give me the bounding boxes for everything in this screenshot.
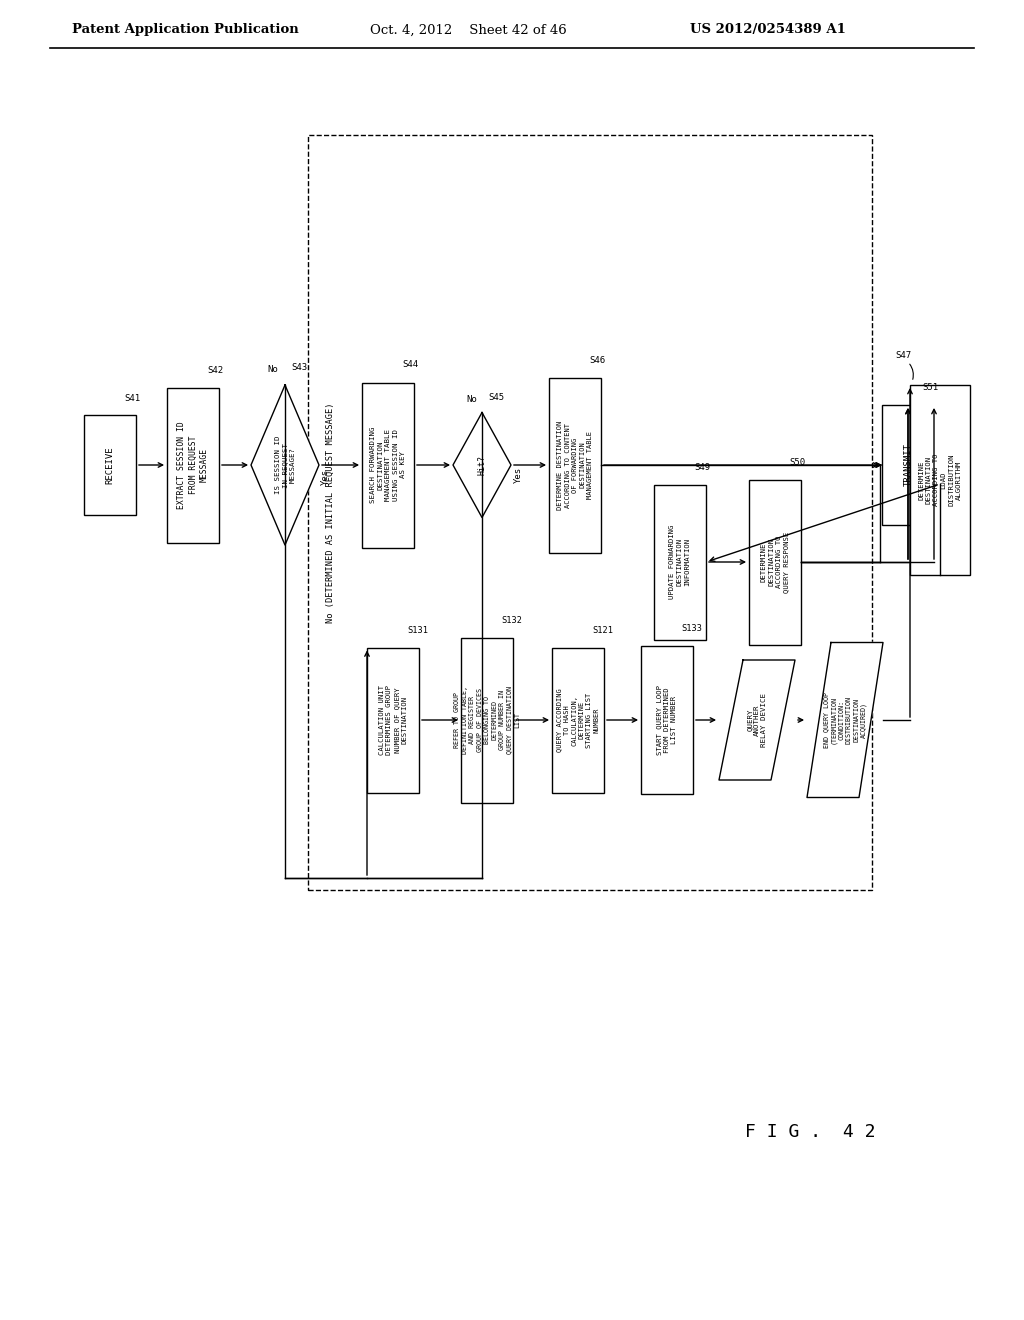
Polygon shape [719, 660, 795, 780]
Text: Oct. 4, 2012    Sheet 42 of 46: Oct. 4, 2012 Sheet 42 of 46 [370, 24, 566, 37]
Text: Yes: Yes [321, 469, 330, 484]
Text: RECEIVE: RECEIVE [105, 446, 115, 484]
Text: DETERMINE
DESTINATION
ACCORDING TO
LOAD
DISTRIBUTION
ALGORITHM: DETERMINE DESTINATION ACCORDING TO LOAD … [919, 454, 962, 507]
Bar [749, 479, 801, 644]
Text: END QUERY LOOP
(TERMINATION
CONDITION:
DISTRIBUTION
DESTINATION
ACQUIRED): END QUERY LOOP (TERMINATION CONDITION: D… [822, 692, 867, 748]
Text: F I G .  4 2: F I G . 4 2 [744, 1123, 876, 1140]
Text: S132: S132 [501, 616, 522, 624]
Bar [882, 405, 934, 525]
Text: S47: S47 [895, 351, 911, 360]
Text: REFER TO GROUP
DEFINITION TABLE,
AND REGISTER
GROUP OF DEVICES
BELONGING TO
DETE: REFER TO GROUP DEFINITION TABLE, AND REG… [454, 686, 520, 754]
Text: S49: S49 [694, 463, 710, 473]
Text: QUERY ACCORDING
TO HASH
CALCULATION,
DETERMINE
STARTING LIST
NUMBER: QUERY ACCORDING TO HASH CALCULATION, DET… [556, 688, 600, 752]
Text: US 2012/0254389 A1: US 2012/0254389 A1 [690, 24, 846, 37]
Text: DETERMINE
DESTINATION
ACCORDING TO
QUERY RESPONSE: DETERMINE DESTINATION ACCORDING TO QUERY… [761, 532, 790, 593]
Text: START QUERY LOOP
FROM DETERMINED
LIST NUMBER: START QUERY LOOP FROM DETERMINED LIST NU… [656, 685, 678, 755]
Text: S131: S131 [407, 626, 428, 635]
Bar [461, 638, 513, 803]
Text: S50: S50 [790, 458, 805, 467]
Bar [362, 383, 414, 548]
Bar [641, 645, 693, 795]
Bar [308, 135, 872, 890]
Text: Hit?: Hit? [477, 455, 486, 475]
Text: UPDATE FORWARDING
DESTINATION
INFORMATION: UPDATE FORWARDING DESTINATION INFORMATIO… [670, 525, 690, 599]
Text: TRANSMIT: TRANSMIT [903, 444, 912, 487]
Text: S43: S43 [291, 363, 307, 372]
Polygon shape [251, 385, 319, 545]
Text: S46: S46 [589, 356, 605, 366]
Text: S45: S45 [488, 393, 504, 403]
Text: S133: S133 [681, 624, 702, 634]
Bar [552, 648, 604, 792]
Bar [549, 378, 601, 553]
Bar [367, 648, 419, 792]
Text: Patent Application Publication: Patent Application Publication [72, 24, 299, 37]
Text: S41: S41 [124, 393, 140, 403]
Text: S42: S42 [207, 366, 223, 375]
Bar [167, 388, 219, 543]
Text: CALCULATION UNIT
DETERMINES GROUP
NUMBER OF QUERY
DESTINATION: CALCULATION UNIT DETERMINES GROUP NUMBER… [379, 685, 408, 755]
Text: QUERY
ANOTHER
RELAY DEVICE: QUERY ANOTHER RELAY DEVICE [746, 693, 768, 747]
Text: No (DETERMINED AS INITIAL REQUEST MESSAGE): No (DETERMINED AS INITIAL REQUEST MESSAG… [326, 403, 335, 623]
Bar [910, 385, 970, 576]
Bar [654, 484, 706, 639]
Text: DETERMINE DESTINATION
ACCORDING TO CONTENT
OF FORWARDING
DESTINATION
MANAGEMENT : DETERMINE DESTINATION ACCORDING TO CONTE… [557, 420, 593, 510]
Text: SEARCH FORWARDING
DESTINATION
MANAGEMENT TABLE
USING SESSION ID
AS KEY: SEARCH FORWARDING DESTINATION MANAGEMENT… [370, 426, 406, 503]
Text: IS SESSION ID
IN REQUEST
MESSAGE?: IS SESSION ID IN REQUEST MESSAGE? [274, 436, 296, 494]
Bar [84, 414, 136, 515]
Text: S51: S51 [922, 383, 938, 392]
Text: Yes: Yes [513, 467, 522, 483]
Text: No: No [467, 396, 477, 404]
Polygon shape [807, 643, 883, 797]
Text: No: No [267, 366, 279, 375]
Text: S44: S44 [402, 360, 418, 370]
Text: S121: S121 [592, 626, 613, 635]
Text: EXTRACT SESSION ID
FROM REQUEST
MESSAGE: EXTRACT SESSION ID FROM REQUEST MESSAGE [177, 421, 209, 510]
Polygon shape [453, 412, 511, 517]
